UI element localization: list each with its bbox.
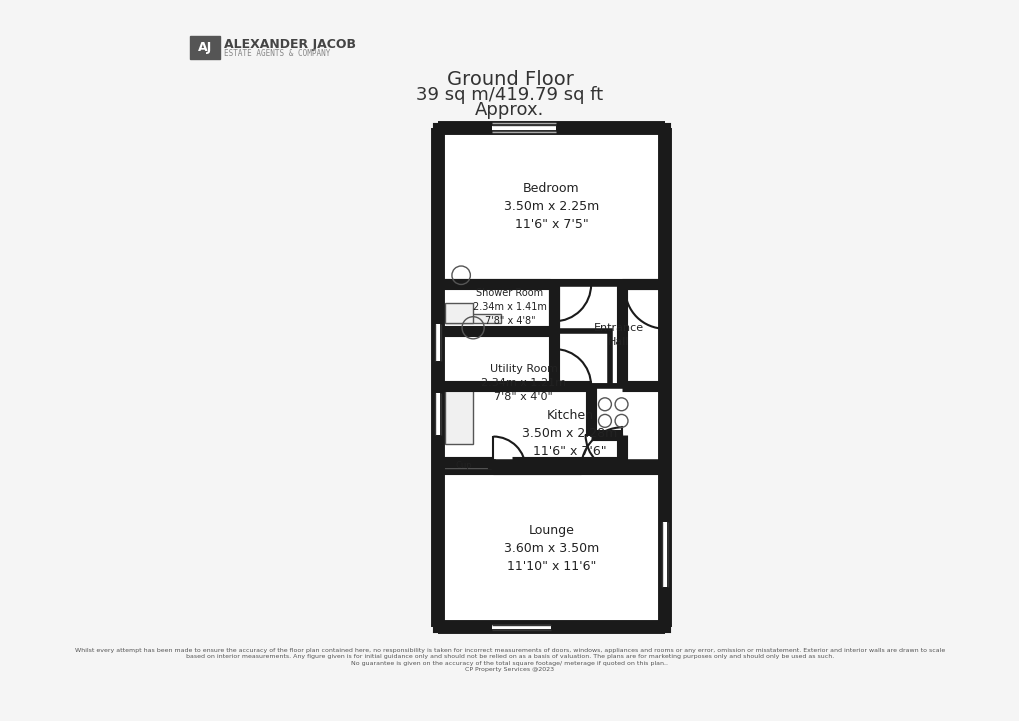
Text: No guarantee is given on the accuracy of the total square footage/ meterage if q: No guarantee is given on the accuracy of… <box>352 661 667 665</box>
Bar <box>438 285 553 330</box>
Bar <box>445 389 473 444</box>
Bar <box>438 469 664 627</box>
Text: Whilst every attempt has been made to ensure the accuracy of the floor plan cont: Whilst every attempt has been made to en… <box>74 648 945 653</box>
Text: Ground Floor: Ground Floor <box>446 71 573 89</box>
Text: based on interior measurements. Any figure given is for initial guidance only an: based on interior measurements. Any figu… <box>185 655 834 660</box>
Text: Entrance
Hall: Entrance Hall <box>593 323 643 347</box>
Bar <box>438 330 609 386</box>
Text: 39 sq m/419.79 sq ft: 39 sq m/419.79 sq ft <box>416 87 603 105</box>
Text: Shower Room
2.34m x 1.41m
7'8" x 4'8": Shower Room 2.34m x 1.41m 7'8" x 4'8" <box>473 288 546 327</box>
Text: CP Property Services @2023: CP Property Services @2023 <box>465 667 554 672</box>
Bar <box>438 464 491 468</box>
Text: Utility Room
2.34m x 1.21m
7'8" x 4'0": Utility Room 2.34m x 1.21m 7'8" x 4'0" <box>481 363 566 402</box>
Text: Cup: Cup <box>455 461 472 470</box>
Text: ESTATE AGENTS & COMPANY: ESTATE AGENTS & COMPANY <box>224 48 330 58</box>
Text: Kitchen
3.50m x 2.28m
11'6" x 7'6": Kitchen 3.50m x 2.28m 11'6" x 7'6" <box>522 409 616 458</box>
Text: ALEXANDER JACOB: ALEXANDER JACOB <box>224 38 356 51</box>
Bar <box>445 303 473 323</box>
Text: Approx.: Approx. <box>475 101 544 119</box>
FancyBboxPatch shape <box>190 35 219 58</box>
Bar <box>438 462 493 469</box>
Bar <box>445 314 500 323</box>
Bar <box>553 285 664 386</box>
Bar <box>438 128 664 285</box>
Bar <box>438 386 664 462</box>
Text: AJ: AJ <box>198 41 212 54</box>
Text: Lounge
3.60m x 3.50m
11'10" x 11'6": Lounge 3.60m x 3.50m 11'10" x 11'6" <box>503 523 598 572</box>
Text: Bedroom
3.50m x 2.25m
11'6" x 7'5": Bedroom 3.50m x 2.25m 11'6" x 7'5" <box>503 182 598 231</box>
